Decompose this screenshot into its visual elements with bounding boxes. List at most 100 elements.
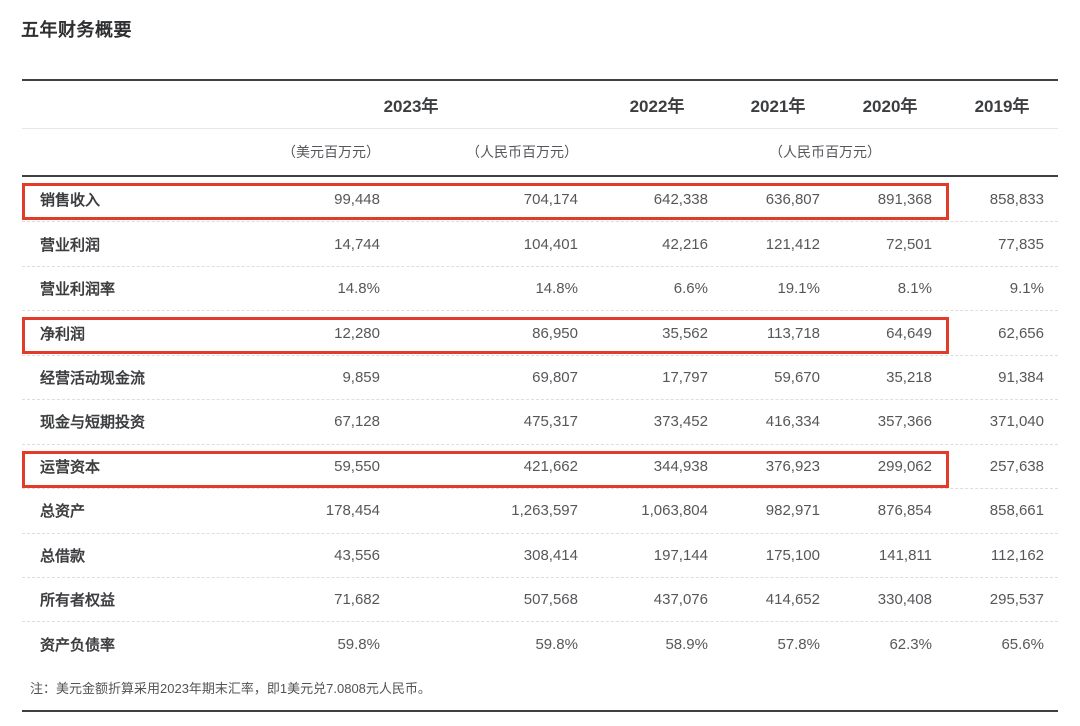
row-value: 636,807 (765, 190, 820, 208)
row-value: 1,063,804 (641, 502, 708, 520)
table-row-highlighted: 运营资本 59,550 421,662 344,938 376,923 299,062 25… (22, 443, 1058, 489)
row-value: 876,854 (877, 502, 932, 520)
row-value: 371,040 (989, 413, 1044, 431)
row-value: 35,218 (886, 368, 932, 386)
row-value: 9.1% (1009, 280, 1044, 298)
row-value: 86,950 (532, 324, 578, 342)
row-value: 112,162 (990, 546, 1044, 564)
row-label: 总借款 (40, 547, 86, 565)
row-value: 42,216 (662, 235, 708, 253)
row-value: 858,661 (989, 502, 1044, 520)
row-value: 104,401 (523, 235, 578, 253)
table-row: 现金与短期投资 67,128 475,317 373,452 416,334 357,36… (22, 399, 1058, 443)
row-value: 9,859 (342, 368, 380, 386)
year-header-2022: 2022年 (629, 97, 685, 116)
row-value: 113,718 (766, 324, 820, 342)
row-value: 69,807 (532, 368, 578, 386)
row-value: 59,670 (774, 368, 820, 386)
row-value: 178,454 (325, 502, 380, 520)
row-value: 197,144 (653, 546, 708, 564)
unit-usd-millions-label: （美元百万元） (282, 144, 380, 160)
row-value: 57.8% (777, 635, 820, 653)
row-value: 14.8% (337, 280, 380, 298)
row-label: 总资产 (40, 503, 86, 521)
row-value: 17,797 (662, 368, 708, 386)
row-value: 99,448 (334, 190, 380, 208)
row-value: 437,076 (653, 591, 708, 609)
row-label: 营业利润率 (40, 281, 116, 299)
table-row: 总资产 178,454 1,263,597 1,063,804 982,971 876,8… (22, 488, 1058, 532)
year-header-2021: 2021年 (750, 97, 806, 116)
row-value: 121,412 (765, 235, 820, 253)
row-value: 475,317 (523, 413, 578, 431)
row-label: 净利润 (40, 325, 86, 343)
row-value: 421,662 (523, 457, 578, 475)
row-value: 299,062 (877, 457, 932, 475)
unit-rmb-millions-2023-label: （人民币百万元） (466, 144, 578, 160)
row-label: 营业利润 (40, 236, 101, 254)
row-value: 308,414 (523, 546, 578, 564)
row-value: 14,744 (334, 235, 380, 253)
table-row: 营业利润率 14.8% 14.8% 6.6% 19.1% 8.1% 9.1% (22, 265, 1058, 310)
row-value: 642,338 (653, 190, 708, 208)
row-value: 65.6% (1001, 635, 1044, 653)
row-value: 344,938 (653, 457, 708, 475)
row-value: 8.1% (897, 280, 932, 298)
row-label: 运营资本 (40, 458, 101, 476)
row-label: 资产负债率 (40, 636, 116, 654)
row-value: 257,638 (989, 457, 1044, 475)
row-value: 62,656 (998, 324, 1044, 342)
row-value: 91,384 (998, 368, 1044, 386)
year-header-2023: 2023年 (383, 97, 439, 116)
row-value: 376,923 (765, 457, 820, 475)
table-row: 资产负债率 59.8% 59.8% 58.9% 57.8% 62.3% 65.6% (22, 621, 1058, 665)
row-value: 858,833 (989, 190, 1044, 208)
row-value: 77,835 (998, 235, 1044, 253)
table-row: 营业利润 14,744 104,401 42,216 121,412 72,501 77,8… (22, 221, 1058, 265)
table-row: 总借款 43,556 308,414 197,144 175,100 141,811 112… (22, 532, 1058, 577)
row-value: 357,366 (877, 413, 932, 431)
row-value: 373,452 (653, 413, 708, 431)
year-header-row: 2023年 2022年 2021年 2020年 2019年 (22, 79, 1058, 128)
footnote-text: 注：美元金额折算采用2023年期末汇率，即1美元兑7.0808元人民币。 (30, 681, 431, 697)
row-value: 67,128 (334, 413, 380, 431)
row-label: 所有者权益 (40, 592, 116, 610)
table-row: 所有者权益 71,682 507,568 437,076 414,652 330,408 2… (22, 576, 1058, 621)
row-value: 416,334 (765, 413, 820, 431)
row-value: 6.6% (673, 280, 708, 298)
row-value: 43,556 (334, 546, 380, 564)
row-value: 71,682 (334, 591, 380, 609)
row-value: 62.3% (889, 635, 932, 653)
year-header-2020: 2020年 (862, 97, 918, 116)
row-value: 19.1% (777, 280, 820, 298)
row-value: 330,408 (877, 591, 932, 609)
unit-header-row: （美元百万元） （人民币百万元） （人民币百万元） (22, 128, 1058, 177)
row-value: 14.8% (535, 280, 578, 298)
row-label: 销售收入 (40, 191, 101, 209)
unit-rmb-millions-prior-years-label: （人民币百万元） (769, 144, 881, 160)
row-value: 295,537 (989, 591, 1044, 609)
table-row-highlighted: 销售收入 99,448 704,174 642,338 636,807 891,368 85… (22, 177, 1058, 221)
year-header-2019: 2019年 (974, 97, 1030, 116)
row-value: 175,100 (765, 546, 820, 564)
row-value: 64,649 (886, 324, 932, 342)
row-value: 59,550 (334, 457, 380, 475)
row-value: 414,652 (765, 591, 820, 609)
table-row: 经营活动现金流 9,859 69,807 17,797 59,670 35,218 91,3… (22, 354, 1058, 399)
table-body: 销售收入 99,448 704,174 642,338 636,807 891,368 85… (22, 177, 1058, 666)
footnote-row: 注：美元金额折算采用2023年期末汇率，即1美元兑7.0808元人民币。 (22, 666, 1058, 712)
row-value: 704,174 (523, 190, 578, 208)
row-value: 35,562 (662, 324, 708, 342)
row-value: 58.9% (665, 635, 708, 653)
row-label: 现金与短期投资 (40, 414, 146, 432)
row-value: 982,971 (765, 502, 820, 520)
row-value: 59.8% (535, 635, 578, 653)
table-row-highlighted: 净利润 12,280 86,950 35,562 113,718 64,649 62,656 (22, 310, 1058, 355)
row-value: 1,263,597 (511, 502, 578, 520)
five-year-summary-table: 2023年 2022年 2021年 2020年 2019年 （美元百万元） （人… (22, 79, 1058, 712)
row-value: 507,568 (523, 591, 578, 609)
row-value: 12,280 (334, 324, 380, 342)
page-title: 五年财务概要 (21, 20, 132, 40)
row-value: 72,501 (886, 235, 932, 253)
